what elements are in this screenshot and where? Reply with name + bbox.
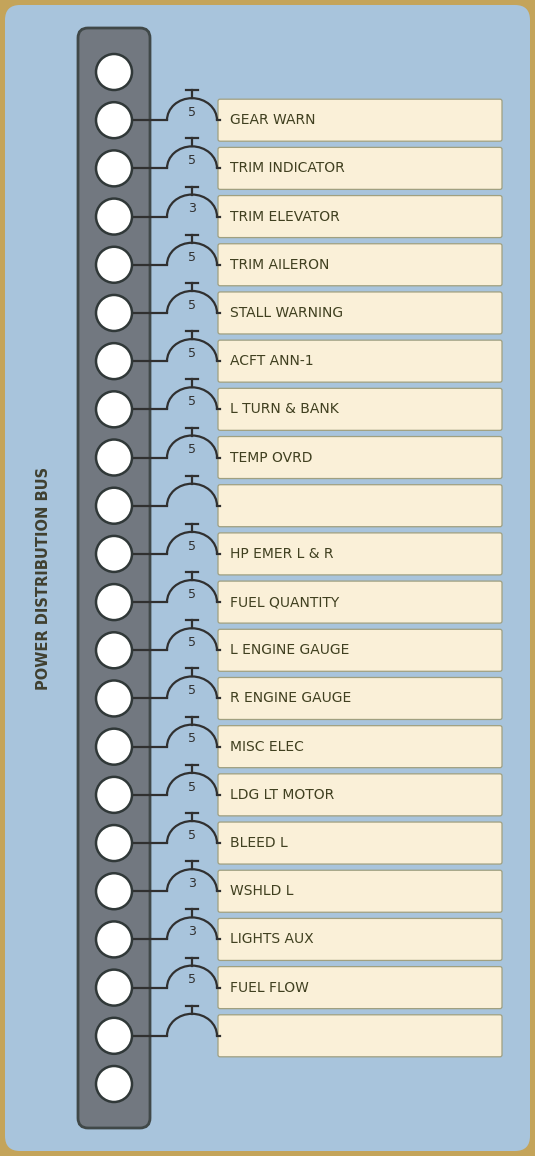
Text: WSHLD L: WSHLD L (230, 884, 294, 898)
Text: ACFT ANN-1: ACFT ANN-1 (230, 354, 314, 368)
Circle shape (96, 246, 132, 283)
Circle shape (96, 1066, 132, 1102)
Circle shape (96, 825, 132, 861)
FancyBboxPatch shape (218, 388, 502, 430)
Text: FUEL FLOW: FUEL FLOW (230, 980, 309, 994)
Circle shape (96, 54, 132, 90)
Circle shape (96, 295, 132, 331)
Text: 5: 5 (188, 780, 196, 794)
Text: 5: 5 (188, 347, 196, 360)
Text: MISC ELEC: MISC ELEC (230, 740, 304, 754)
Text: TRIM INDICATOR: TRIM INDICATOR (230, 162, 345, 176)
FancyBboxPatch shape (218, 533, 502, 575)
Text: FUEL QUANTITY: FUEL QUANTITY (230, 595, 339, 609)
Text: 3: 3 (188, 202, 196, 215)
Text: POWER DISTRIBUTION BUS: POWER DISTRIBUTION BUS (36, 466, 51, 690)
Circle shape (96, 873, 132, 910)
Text: 5: 5 (188, 540, 196, 553)
Text: LIGHTS AUX: LIGHTS AUX (230, 933, 314, 947)
Text: TRIM ELEVATOR: TRIM ELEVATOR (230, 209, 340, 223)
FancyBboxPatch shape (218, 437, 502, 479)
FancyBboxPatch shape (218, 484, 502, 527)
Circle shape (96, 728, 132, 764)
FancyBboxPatch shape (218, 677, 502, 719)
FancyBboxPatch shape (218, 918, 502, 961)
Circle shape (96, 199, 132, 235)
Text: R ENGINE GAUGE: R ENGINE GAUGE (230, 691, 351, 705)
FancyBboxPatch shape (218, 726, 502, 768)
Circle shape (96, 488, 132, 524)
FancyBboxPatch shape (218, 629, 502, 672)
FancyBboxPatch shape (218, 244, 502, 286)
FancyBboxPatch shape (218, 195, 502, 238)
Text: HP EMER L & R: HP EMER L & R (230, 547, 333, 561)
Text: L TURN & BANK: L TURN & BANK (230, 402, 339, 416)
Text: 5: 5 (188, 298, 196, 312)
Circle shape (96, 921, 132, 957)
FancyBboxPatch shape (218, 966, 502, 1009)
Text: TRIM AILERON: TRIM AILERON (230, 258, 330, 272)
FancyBboxPatch shape (78, 28, 150, 1128)
Text: 5: 5 (188, 973, 196, 986)
Circle shape (96, 343, 132, 379)
Circle shape (96, 102, 132, 139)
Text: 3: 3 (188, 877, 196, 890)
Text: BLEED L: BLEED L (230, 836, 288, 850)
Circle shape (96, 439, 132, 475)
FancyBboxPatch shape (218, 99, 502, 141)
Circle shape (96, 681, 132, 717)
Text: 5: 5 (188, 588, 196, 601)
Circle shape (96, 632, 132, 668)
Text: 5: 5 (188, 154, 196, 168)
FancyBboxPatch shape (218, 147, 502, 190)
Text: STALL WARNING: STALL WARNING (230, 306, 343, 320)
Text: 3: 3 (188, 925, 196, 939)
Text: 5: 5 (188, 395, 196, 408)
FancyBboxPatch shape (218, 773, 502, 816)
Text: 5: 5 (188, 829, 196, 842)
FancyBboxPatch shape (218, 292, 502, 334)
Circle shape (96, 150, 132, 186)
Text: GEAR WARN: GEAR WARN (230, 113, 316, 127)
FancyBboxPatch shape (5, 5, 530, 1151)
Circle shape (96, 1017, 132, 1054)
Circle shape (96, 536, 132, 572)
Circle shape (96, 584, 132, 620)
FancyBboxPatch shape (218, 1015, 502, 1057)
Text: TEMP OVRD: TEMP OVRD (230, 451, 312, 465)
Text: 5: 5 (188, 251, 196, 264)
Text: 5: 5 (188, 106, 196, 119)
Text: L ENGINE GAUGE: L ENGINE GAUGE (230, 643, 349, 658)
FancyBboxPatch shape (218, 581, 502, 623)
Text: 5: 5 (188, 443, 196, 457)
Text: 5: 5 (188, 733, 196, 746)
Text: 5: 5 (188, 684, 196, 697)
Text: LDG LT MOTOR: LDG LT MOTOR (230, 788, 334, 802)
FancyBboxPatch shape (218, 340, 502, 383)
Circle shape (96, 777, 132, 813)
FancyBboxPatch shape (218, 822, 502, 864)
Text: 5: 5 (188, 636, 196, 649)
FancyBboxPatch shape (218, 870, 502, 912)
Circle shape (96, 970, 132, 1006)
Circle shape (96, 392, 132, 428)
